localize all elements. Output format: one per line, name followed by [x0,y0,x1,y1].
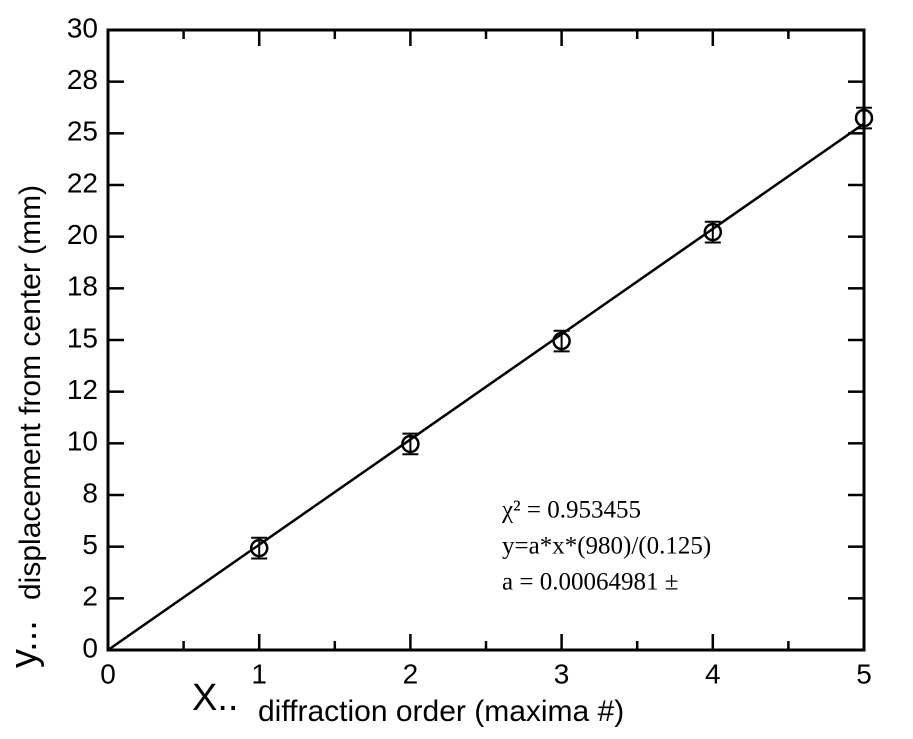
plot-frame [106,28,866,652]
annotation: y=a*x*(980)/(0.125) [502,533,711,560]
y-tick-label: 12 [67,374,98,405]
data-point [703,222,723,242]
y-tick-label: 22 [67,167,98,198]
x-axis-label: diffraction order (maxima #) [258,695,624,728]
y-tick-label: 30 [67,12,98,43]
y-tick-label: 10 [67,426,98,457]
x-tick-label: 5 [856,658,872,689]
y-tick-label: 15 [67,322,98,353]
data-point [249,538,269,558]
annotation: a = 0.00064981 ± [502,569,678,596]
x-tick-label: 2 [403,658,419,689]
y-tick-label: 8 [82,477,98,508]
fit-line [107,122,865,652]
y-tick-label: 2 [82,581,98,612]
data-point [854,108,874,128]
y-tick-label: 5 [82,529,98,560]
y-tick-label: 18 [67,271,98,302]
x-tick-label: 0 [100,658,116,689]
y-tick-label: 25 [67,116,98,147]
y-tick-label: 28 [67,64,98,95]
y-axis-prefix: y... [3,620,45,668]
x-tick-label: 1 [251,658,267,689]
x-tick-label: 4 [705,658,721,689]
x-axis-prefix: X.. [192,677,238,719]
y-axis-label: displacement from center (mm) [14,185,47,600]
y-tick-label: 20 [67,219,98,250]
annotation: χ² = 0.953455 [501,497,641,524]
y-tick-label: 0 [82,632,98,663]
x-tick-label: 3 [554,658,570,689]
